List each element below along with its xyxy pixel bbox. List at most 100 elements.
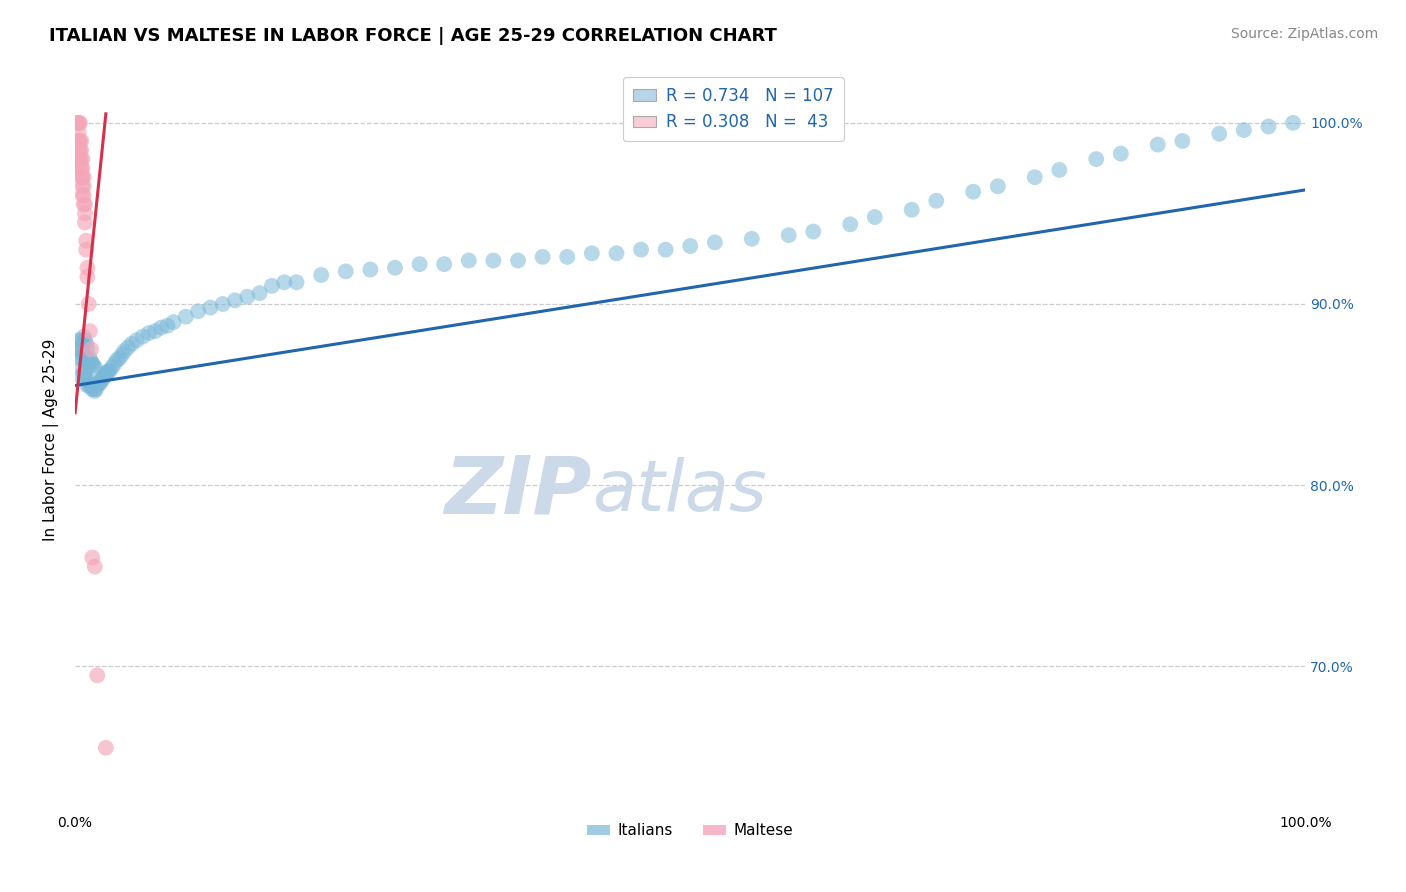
Point [138,326,160,340]
Point [125,333,148,347]
Point [72,336,94,351]
Point [75,373,97,387]
Point [73,348,96,362]
Point [86,668,108,682]
Point [73,206,96,220]
Point [101,360,124,375]
Point [76,343,98,357]
Point [531,250,554,264]
Point [1233,123,1256,137]
Point [73,179,96,194]
Point [309,268,332,282]
Point [72,161,94,176]
Point [73,188,96,202]
Point [83,382,105,396]
Point [77,297,100,311]
Point [67,116,90,130]
Point [82,382,104,396]
Point [73,215,96,229]
Point [73,369,96,384]
Point [65,116,87,130]
Point [249,286,271,301]
Point [70,143,93,157]
Point [801,225,824,239]
Point [839,217,862,231]
Point [1146,137,1168,152]
Point [94,740,117,755]
Point [98,364,121,378]
Text: atlas: atlas [592,458,766,526]
Point [132,329,155,343]
Point [66,116,89,130]
Point [236,290,259,304]
Point [69,161,91,176]
Point [1109,146,1132,161]
Text: ITALIAN VS MALTESE IN LABOR FORCE | AGE 25-29 CORRELATION CHART: ITALIAN VS MALTESE IN LABOR FORCE | AGE … [49,27,778,45]
Point [630,243,652,257]
Point [73,366,96,380]
Text: Source: ZipAtlas.com: Source: ZipAtlas.com [1230,27,1378,41]
Point [987,179,1010,194]
Point [73,333,96,347]
Point [77,355,100,369]
Point [75,234,97,248]
Point [75,243,97,257]
Point [96,366,118,380]
Point [65,134,87,148]
Point [79,375,101,389]
Point [70,152,93,166]
Point [555,250,578,264]
Point [211,297,233,311]
Point [83,384,105,398]
Point [273,275,295,289]
Point [679,239,702,253]
Point [70,343,93,357]
Point [83,559,105,574]
Legend: Italians, Maltese: Italians, Maltese [581,817,800,845]
Point [105,353,128,368]
Point [150,320,173,334]
Point [67,143,90,157]
Point [72,188,94,202]
Point [111,348,134,362]
Point [433,257,456,271]
Point [76,360,98,375]
Point [66,143,89,157]
Point [260,278,283,293]
Point [69,152,91,166]
Point [83,360,105,375]
Point [408,257,430,271]
Point [925,194,948,208]
Point [1085,152,1108,166]
Point [69,116,91,130]
Point [86,376,108,391]
Point [67,134,90,148]
Point [1282,116,1305,130]
Point [67,125,90,139]
Point [69,343,91,357]
Point [1208,127,1230,141]
Point [67,333,90,347]
Point [69,351,91,366]
Point [70,134,93,148]
Point [384,260,406,275]
Point [654,243,676,257]
Point [70,333,93,347]
Point [482,253,505,268]
Point [80,378,103,392]
Point [1024,170,1046,185]
Point [605,246,627,260]
Point [285,275,308,289]
Point [70,161,93,176]
Point [66,343,89,357]
Point [75,336,97,351]
Point [79,324,101,338]
Point [156,318,179,333]
Point [72,179,94,194]
Point [80,355,103,369]
Point [73,170,96,185]
Point [79,351,101,366]
Point [112,344,135,359]
Point [76,378,98,392]
Point [66,134,89,148]
